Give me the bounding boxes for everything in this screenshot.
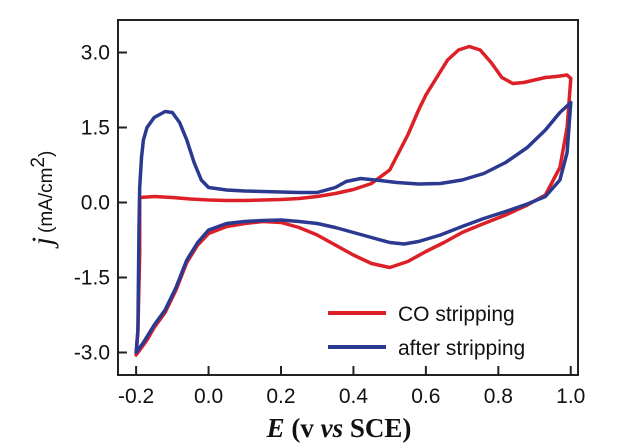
y-axis-label: j(mA/cm2) bbox=[26, 151, 59, 250]
svg-text:j(mA/cm2): j(mA/cm2) bbox=[26, 151, 59, 250]
series-line-co-stripping bbox=[134, 44, 573, 357]
x-tick-label: 0.8 bbox=[484, 385, 513, 408]
x-tick-label: 0.6 bbox=[411, 385, 440, 408]
series-line-after-stripping bbox=[134, 100, 573, 355]
y-tick-label: 1.5 bbox=[81, 117, 110, 140]
x-axis-label: E (v vs SCE) bbox=[266, 413, 412, 443]
y-tick-label: 3.0 bbox=[81, 42, 110, 65]
y-tick-label: -3.0 bbox=[74, 342, 110, 365]
x-tick-label: 0.0 bbox=[194, 385, 223, 408]
legend-label-after-stripping: after stripping bbox=[398, 337, 525, 360]
y-tick-label: 0.0 bbox=[81, 192, 110, 215]
x-tick-label: 0.4 bbox=[339, 385, 369, 408]
plot-frame bbox=[117, 19, 579, 376]
y-tick-label: -1.5 bbox=[74, 267, 110, 290]
series-layer bbox=[134, 44, 573, 357]
x-tick-label: 1.0 bbox=[556, 385, 585, 408]
x-tick-label: 0.2 bbox=[266, 385, 295, 408]
legend: CO stripping after stripping bbox=[328, 303, 525, 360]
x-tick-label: -0.2 bbox=[118, 385, 154, 408]
legend-label-co-stripping: CO stripping bbox=[398, 303, 515, 326]
y-axis: -3.0 -1.5 0.0 1.5 3.0 bbox=[74, 42, 127, 365]
x-axis: -0.2 0.0 0.2 0.4 0.6 0.8 1.0 bbox=[118, 366, 585, 408]
